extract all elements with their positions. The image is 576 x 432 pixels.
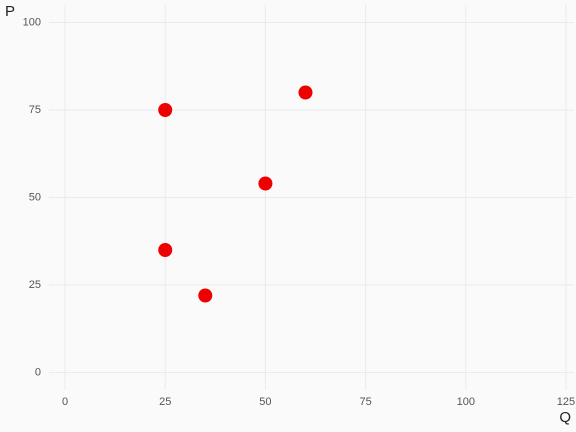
x-tick-label: 75 — [359, 396, 371, 408]
point — [258, 176, 273, 191]
point — [158, 103, 173, 117]
point — [298, 85, 313, 100]
x-tick-label: 25 — [159, 396, 171, 408]
x-tick-label: 125 — [557, 396, 575, 408]
y-tick-label: 0 — [35, 366, 41, 378]
y-tick-label: 25 — [29, 279, 41, 291]
y-tick-label: 75 — [29, 104, 41, 116]
x-tick-label: 0 — [62, 396, 68, 408]
y-axis-title: P — [5, 3, 15, 20]
y-tick-label: 100 — [23, 16, 41, 28]
x-axis-title: Q — [559, 409, 571, 426]
x-tick-label: 50 — [259, 396, 271, 408]
point — [158, 243, 173, 257]
point — [198, 288, 213, 303]
x-tick-label: 100 — [457, 396, 475, 408]
y-tick-label: 50 — [29, 191, 41, 203]
